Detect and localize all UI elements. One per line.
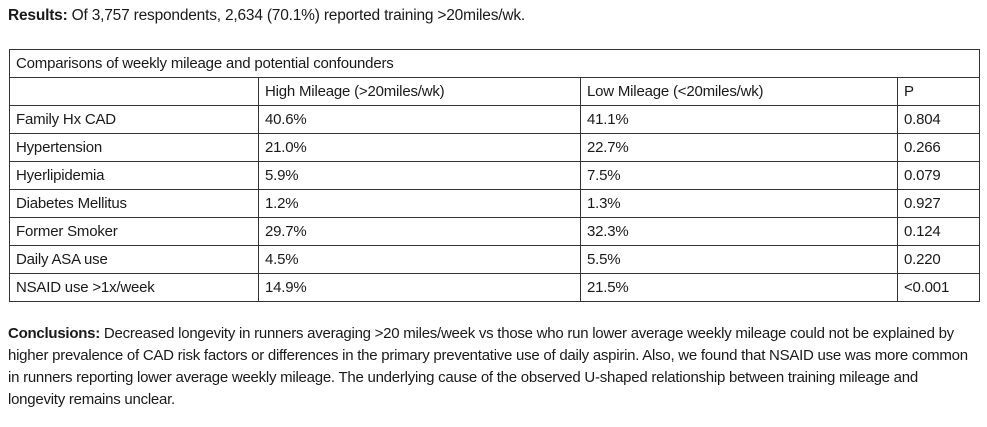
cell-p: 0.220 <box>897 245 980 274</box>
cell-low: 32.3% <box>580 217 898 246</box>
cell-low: 41.1% <box>580 105 898 134</box>
table-row: Daily ASA use 4.5% 5.5% 0.220 <box>9 245 980 274</box>
cell-p: 0.079 <box>897 161 980 190</box>
cell-factor: Hypertension <box>9 133 259 162</box>
header-cell-p: P <box>897 77 980 106</box>
cell-p: <0.001 <box>897 273 980 302</box>
table-row: NSAID use >1x/week 14.9% 21.5% <0.001 <box>9 273 980 302</box>
cell-factor: Former Smoker <box>9 217 259 246</box>
table-row: Family Hx CAD 40.6% 41.1% 0.804 <box>9 105 980 134</box>
cell-p: 0.266 <box>897 133 980 162</box>
table-row: Hypertension 21.0% 22.7% 0.266 <box>9 133 980 162</box>
cell-p: 0.804 <box>897 105 980 134</box>
results-paragraph: Results: Of 3,757 respondents, 2,634 (70… <box>8 6 978 26</box>
header-cell-high-mileage: High Mileage (>20miles/wk) <box>258 77 581 106</box>
cell-high: 14.9% <box>258 273 581 302</box>
cell-high: 21.0% <box>258 133 581 162</box>
cell-low: 7.5% <box>580 161 898 190</box>
table-caption-row: Comparisons of weekly mileage and potent… <box>9 49 980 78</box>
cell-high: 29.7% <box>258 217 581 246</box>
table-body: Comparisons of weekly mileage and potent… <box>9 49 980 302</box>
header-cell-low-mileage: Low Mileage (<20miles/wk) <box>580 77 898 106</box>
results-text: Of 3,757 respondents, 2,634 (70.1%) repo… <box>67 7 526 24</box>
table-row: Hyerlipidemia 5.9% 7.5% 0.079 <box>9 161 980 190</box>
table-header-row: High Mileage (>20miles/wk) Low Mileage (… <box>9 77 980 106</box>
cell-high: 4.5% <box>258 245 581 274</box>
cell-high: 40.6% <box>258 105 581 134</box>
cell-high: 5.9% <box>258 161 581 190</box>
cell-factor: NSAID use >1x/week <box>9 273 259 302</box>
cell-low: 1.3% <box>580 189 898 218</box>
cell-factor: Hyerlipidemia <box>9 161 259 190</box>
comparison-table: Comparisons of weekly mileage and potent… <box>9 49 980 302</box>
table-row: Former Smoker 29.7% 32.3% 0.124 <box>9 217 980 246</box>
cell-p: 0.927 <box>897 189 980 218</box>
cell-high: 1.2% <box>258 189 581 218</box>
cell-factor: Daily ASA use <box>9 245 259 274</box>
table-row: Diabetes Mellitus 1.2% 1.3% 0.927 <box>9 189 980 218</box>
cell-factor: Family Hx CAD <box>9 105 259 134</box>
header-cell-factor <box>9 77 259 106</box>
cell-p: 0.124 <box>897 217 980 246</box>
table-caption: Comparisons of weekly mileage and potent… <box>9 49 980 78</box>
cell-factor: Diabetes Mellitus <box>9 189 259 218</box>
conclusions-label: Conclusions: <box>8 325 101 342</box>
comparison-table-container: Comparisons of weekly mileage and potent… <box>9 49 980 302</box>
cell-low: 21.5% <box>580 273 898 302</box>
cell-low: 5.5% <box>580 245 898 274</box>
conclusions-paragraph: Conclusions: Decreased longevity in runn… <box>8 323 978 411</box>
cell-low: 22.7% <box>580 133 898 162</box>
conclusions-text: Decreased longevity in runners averaging… <box>8 325 968 408</box>
results-label: Results: <box>8 7 68 24</box>
